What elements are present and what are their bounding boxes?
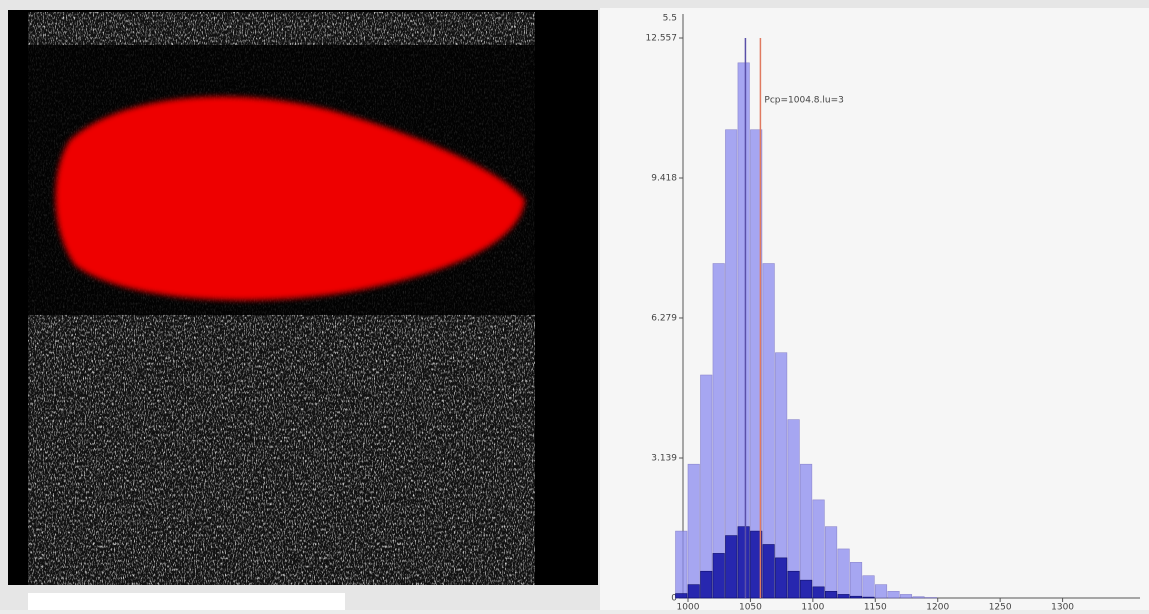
bar [813,587,824,598]
x-tick-label: 1250 [989,603,1012,611]
bar [763,544,774,598]
histogram-panel [600,8,1149,610]
bar [688,464,699,598]
y-tick-label: 12.557 [646,34,678,44]
y-tick-label: 9.418 [651,173,677,183]
bar [713,553,724,598]
bar [738,63,749,598]
status-field [28,593,345,610]
x-tick-label: 1200 [926,603,949,611]
bar [738,527,749,598]
bar [676,594,687,598]
bar [838,594,849,598]
bar [838,549,849,598]
x-tick-label: 1300 [1051,603,1074,611]
bar [700,375,711,598]
annotation: Pcp=1004.8.lu=3 [764,96,843,106]
bar [725,130,736,598]
bar [875,585,886,598]
bar [775,558,786,598]
bar [863,597,874,598]
bar [850,596,861,598]
bar [713,264,724,598]
y-tick-label: 3.139 [651,454,677,464]
bar [850,562,861,598]
axis-top-label: 5.5 [663,14,677,24]
x-tick-label: 1050 [739,603,762,611]
bar [688,585,699,598]
bar [700,571,711,598]
bar [863,576,874,598]
bar [725,536,736,598]
bar [913,597,924,598]
x-tick-label: 1100 [801,603,824,611]
bar [900,594,911,598]
bar [825,591,836,598]
bar [788,571,799,598]
bar [800,580,811,598]
bar [800,464,811,598]
y-tick-label: 6.279 [651,313,677,323]
bar [825,527,836,598]
x-tick-label: 1150 [864,603,887,611]
bar [813,500,824,598]
x-tick-label: 1000 [677,603,700,611]
bar [888,591,899,598]
bar [676,531,687,598]
